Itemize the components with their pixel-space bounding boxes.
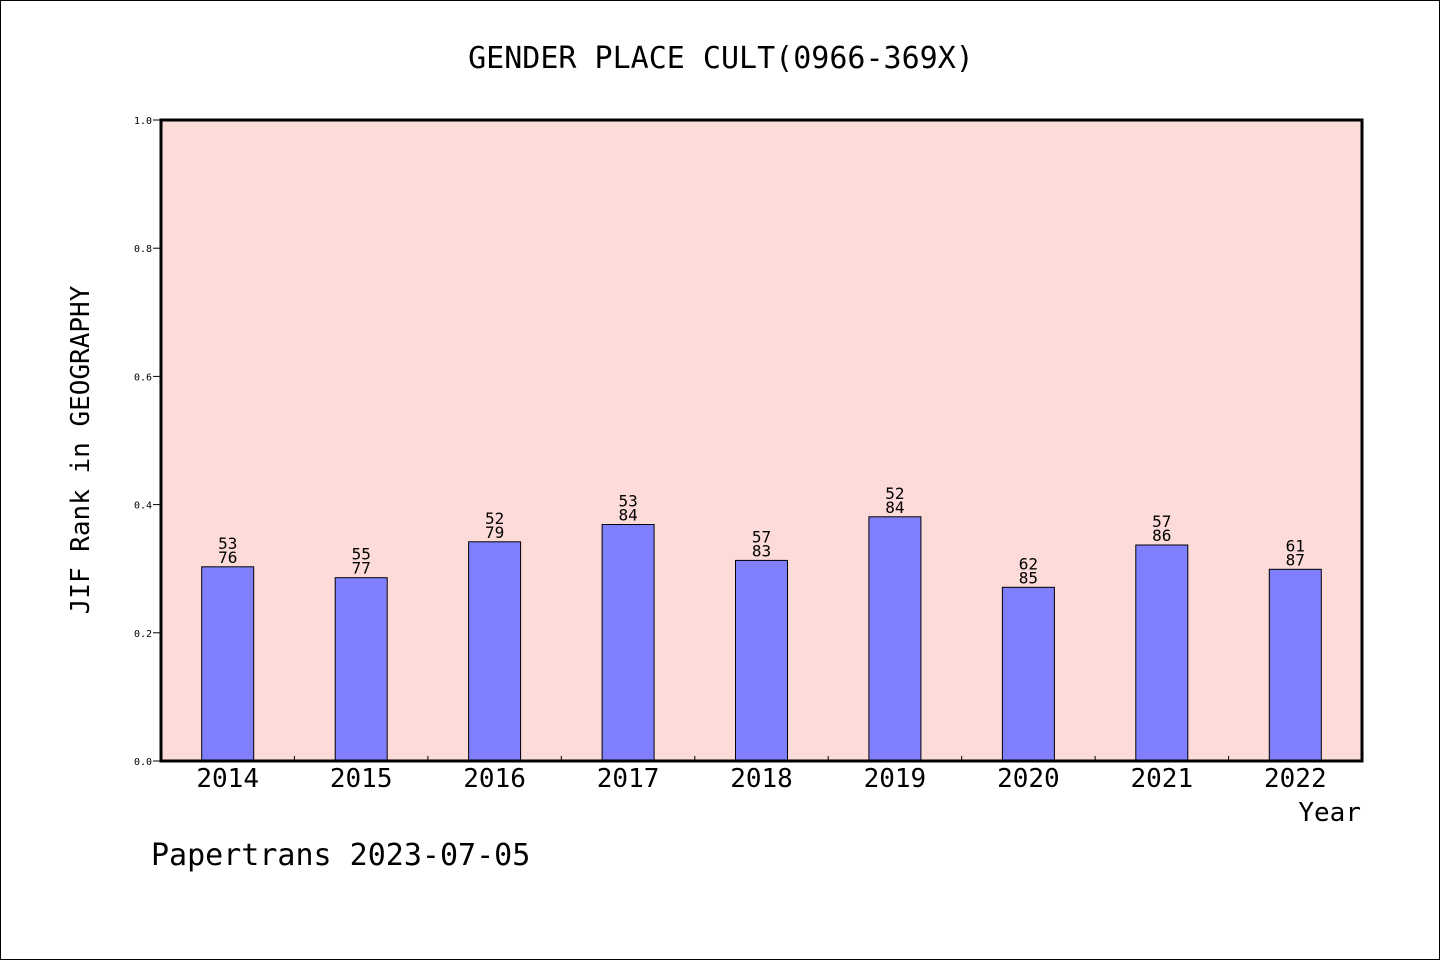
data-label-rank-2019: 52 xyxy=(885,484,904,503)
x-tick-label-2014: 2014 xyxy=(196,764,259,794)
x-tick-label-2021: 2021 xyxy=(1130,764,1193,794)
data-label-total-2020: 85 xyxy=(1019,568,1038,587)
data-label-rank-2022: 61 xyxy=(1286,536,1305,555)
bar-2022 xyxy=(1268,568,1322,762)
data-label-rank-2014: 53 xyxy=(218,534,237,553)
footer-credit: Papertrans 2023-07-05 xyxy=(151,838,530,873)
data-label-rank-2018: 57 xyxy=(752,527,771,546)
bar-2017 xyxy=(601,524,655,762)
x-axis-ticks: 2014 2015 2016 2017 2018 2019 2020 2021 2022 xyxy=(196,756,1327,794)
data-label-rank-2020: 62 xyxy=(1019,554,1038,573)
data-label-total-2018: 83 xyxy=(752,541,771,560)
data-label-total-2016: 79 xyxy=(485,523,504,542)
data-label-rank-2021: 57 xyxy=(1152,512,1171,531)
x-tick-label-2015: 2015 xyxy=(330,764,393,794)
x-tick-label-2020: 2020 xyxy=(997,764,1060,794)
chart-title: GENDER PLACE CULT(0966-369X) xyxy=(468,41,974,76)
bar-2016 xyxy=(468,541,522,762)
y-axis-ticks: 0.0 0.2 0.4 0.6 0.8 1.0 xyxy=(134,116,161,768)
y-tick-label: 0.8 xyxy=(134,244,152,255)
y-tick-label: 0.4 xyxy=(134,501,152,512)
bar-2018 xyxy=(735,559,788,762)
y-tick-label: 0.0 xyxy=(134,757,152,768)
data-label-total-2019: 84 xyxy=(885,498,904,517)
y-axis-label: JIF Rank in GEOGRAPHY xyxy=(66,285,96,614)
data-label-total-2014: 76 xyxy=(218,548,237,567)
data-label-total-2021: 86 xyxy=(1152,526,1171,545)
x-tick-label-2022: 2022 xyxy=(1264,764,1327,794)
plot-frame xyxy=(159,118,1364,763)
bars-group xyxy=(201,516,1322,762)
data-label-total-2022: 87 xyxy=(1286,550,1305,569)
bar-2020 xyxy=(1001,586,1055,762)
x-tick-label-2017: 2017 xyxy=(597,764,660,794)
data-label-total-2017: 84 xyxy=(618,506,637,525)
x-tick-label-2019: 2019 xyxy=(864,764,927,794)
x-axis-label: Year xyxy=(1298,798,1361,828)
data-label-rank-2015: 55 xyxy=(352,545,371,564)
y-tick-label: 0.6 xyxy=(134,372,152,383)
bar-2019 xyxy=(868,516,922,762)
data-label-total-2015: 77 xyxy=(352,559,371,578)
bar-2021 xyxy=(1135,544,1189,762)
y-tick-label: 1.0 xyxy=(134,116,152,127)
data-label-rank-2016: 52 xyxy=(485,509,504,528)
y-tick-label: 0.2 xyxy=(134,629,152,640)
data-label-rank-2017: 53 xyxy=(618,492,637,511)
x-tick-label-2018: 2018 xyxy=(730,764,793,794)
bar-2015 xyxy=(334,577,388,762)
bar-2014 xyxy=(201,566,255,762)
x-tick-label-2016: 2016 xyxy=(463,764,526,794)
